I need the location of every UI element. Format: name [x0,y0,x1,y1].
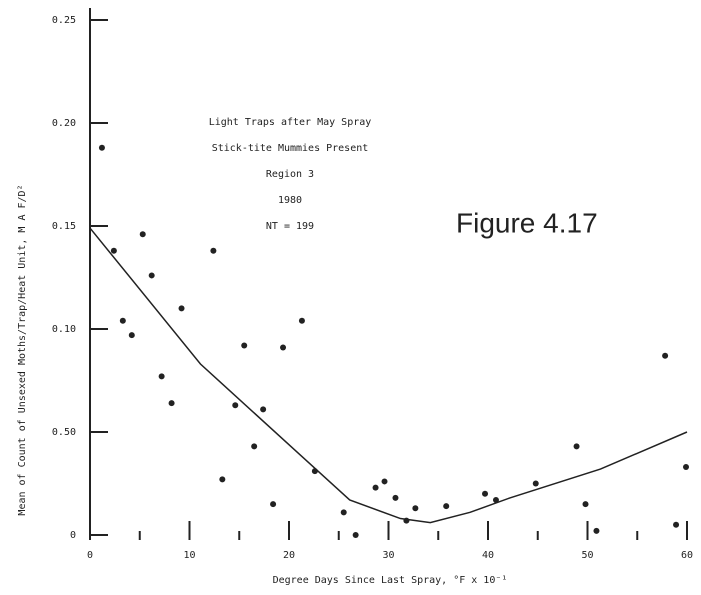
data-point [219,476,226,483]
x-tick-label: 40 [482,550,494,561]
data-point [673,521,680,528]
data-point [352,532,359,538]
fit-curve [89,227,688,524]
data-point [128,332,135,339]
data-point [260,406,267,413]
title-line: Light Traps after May Spray [209,117,372,128]
title-line: NT = 199 [266,221,314,232]
data-point [241,342,248,349]
data-point [443,503,450,510]
data-point [270,501,277,508]
data-point [593,527,600,534]
data-point [110,247,117,254]
annotation: Figure 4.17 [456,207,598,238]
data-point [280,344,287,351]
data-point [119,317,126,324]
title-line: 1980 [278,195,302,206]
y-tick-label: 0.20 [52,118,76,129]
data-point [532,480,539,487]
data-point [683,464,690,471]
y-tick-label: 0.50 [52,427,76,438]
data-point [168,400,175,407]
data-point [210,247,217,254]
x-tick-label: 0 [87,550,93,561]
data-point [148,272,155,279]
data-point [311,468,318,475]
data-point [573,443,580,450]
data-point [372,484,379,491]
y-tick-label: 0 [70,530,76,541]
data-point [412,505,419,512]
y-tick-label: 0.15 [52,221,76,232]
data-point [98,144,105,151]
data-point [298,317,305,324]
y-axis-label: Mean of Count of Unsexed Moths/Trap/Heat… [17,184,28,515]
data-point [340,509,347,516]
x-tick-label: 20 [283,550,295,561]
data-point [482,490,489,497]
x-tick-label: 50 [581,550,593,561]
data-point [662,352,669,359]
y-tick-label: 0.25 [52,15,76,26]
x-axis-label: Degree Days Since Last Spray, °F x 10⁻¹ [273,575,508,586]
x-tick-label: 30 [382,550,394,561]
data-point [403,517,410,524]
x-tick-label: 10 [183,550,195,561]
data-point [492,496,499,503]
data-point [251,443,258,450]
title-line: Region 3 [266,169,314,180]
x-tick-label: 60 [681,550,693,561]
data-point [392,494,399,501]
data-point [178,305,185,312]
y-tick-label: 0.10 [52,324,76,335]
data-point [232,402,239,409]
data-point [139,231,146,238]
data-point [582,501,589,508]
data-point [158,373,165,380]
data-point [381,478,388,485]
title-line: Stick-tite Mummies Present [212,143,369,154]
